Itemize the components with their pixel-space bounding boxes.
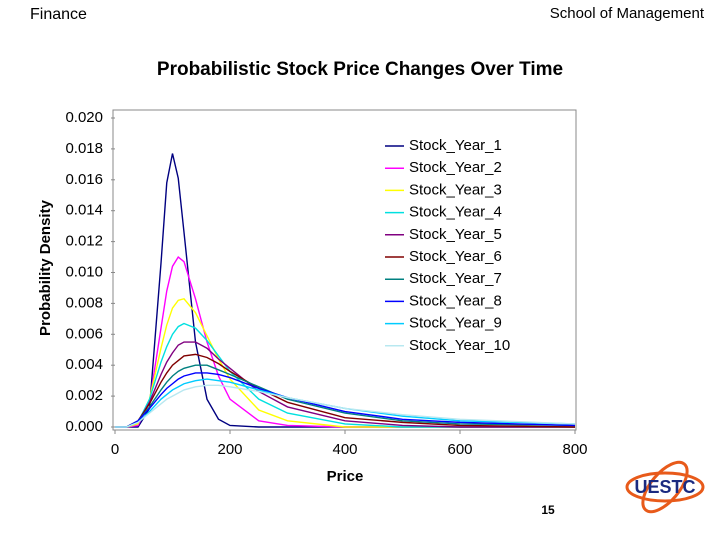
series-line <box>115 341 575 428</box>
legend-label: Stock_Year_9 <box>409 315 502 332</box>
x-axis-label: Price <box>327 468 364 485</box>
y-tick-label: 0.006 <box>65 325 103 342</box>
legend-label: Stock_Year_2 <box>409 159 502 176</box>
y-tick-label: 0.018 <box>65 140 103 157</box>
series-line <box>115 384 576 428</box>
y-tick-label: 0.020 <box>65 109 103 126</box>
x-tick-label: 600 <box>447 441 472 458</box>
y-tick-label: 0.004 <box>65 356 103 373</box>
legend-box <box>379 132 524 360</box>
header-left: Finance <box>30 6 87 23</box>
legend: Stock_Year_1 Stock_Year_2 Stock_Year_3 Stoc… <box>379 132 524 360</box>
y-tick-label: 0.010 <box>65 263 103 280</box>
y-tick-label: 0.016 <box>65 171 103 188</box>
series-line <box>115 353 576 428</box>
legend-label: Stock_Year_5 <box>409 226 502 243</box>
y-tick-label: 0.014 <box>65 202 103 219</box>
legend-label: Stock_Year_1 <box>409 137 502 154</box>
legend-label: Stock_Year_8 <box>409 292 502 309</box>
y-tick-label: 0.002 <box>65 387 103 404</box>
y-tick-label: 0.000 <box>65 418 103 435</box>
page-number: 15 <box>541 503 555 517</box>
legend-label: Stock_Year_7 <box>409 270 502 287</box>
legend-label: Stock_Year_4 <box>409 204 502 221</box>
logo-orbit <box>641 460 689 514</box>
y-tick-label: 0.008 <box>65 294 103 311</box>
y-tick-label: 0.012 <box>65 233 103 250</box>
series-line <box>115 372 576 428</box>
y-axis-label: Probability Density <box>37 199 54 336</box>
series-line <box>115 364 576 428</box>
legend-label: Stock_Year_6 <box>409 248 502 265</box>
x-tick-label: 200 <box>217 441 242 458</box>
legend-label: Stock_Year_3 <box>409 181 502 198</box>
x-tick-label: 0 <box>111 441 119 458</box>
logo-orbit <box>625 471 705 503</box>
series-line <box>115 322 575 428</box>
x-tick-label: 800 <box>562 441 587 458</box>
logo: UESTC <box>625 460 705 514</box>
logo-text: UESTC <box>634 477 695 497</box>
x-tick-label: 400 <box>332 441 357 458</box>
chart-title: Probabilistic Stock Price Changes Over T… <box>157 59 563 80</box>
legend-label: Stock_Year_10 <box>409 337 510 354</box>
header-right: School of Management <box>550 5 705 22</box>
